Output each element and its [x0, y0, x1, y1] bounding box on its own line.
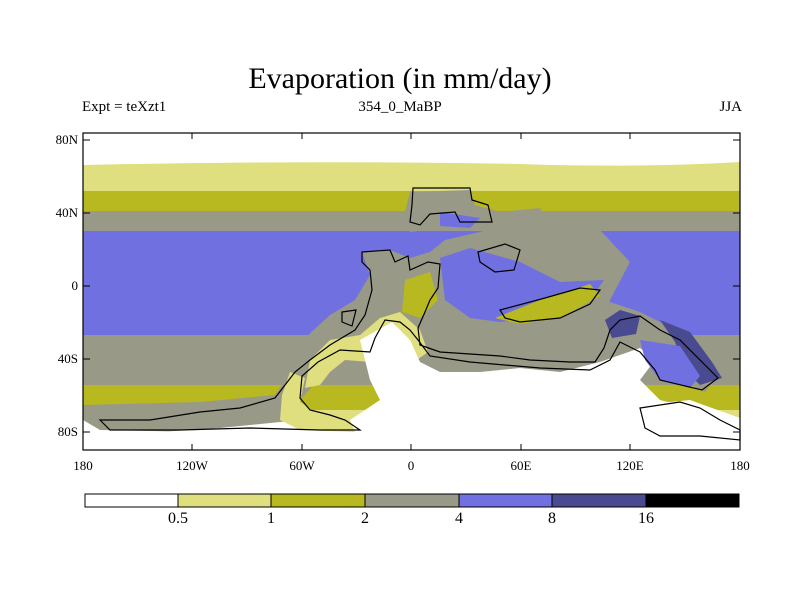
colorbar-label-8: 8 — [548, 510, 556, 527]
map-title: Evaporation (in mm/day) — [248, 62, 552, 95]
lon-label-120w: 120W — [176, 458, 208, 473]
dry-zone-white — [83, 322, 740, 450]
lat-label-40n: 40N — [55, 205, 78, 220]
lon-ticks — [191, 133, 631, 450]
period-label: 354_0_MaBP — [358, 99, 442, 115]
east-wet-dark-2 — [605, 310, 640, 338]
east-coastal-strip — [495, 284, 600, 324]
north-basin — [440, 212, 480, 228]
colorbar-bin-5 — [458, 493, 553, 508]
contour-field — [83, 133, 740, 450]
lon-label-60w: 60W — [289, 458, 315, 473]
east-wet-blue — [640, 340, 700, 388]
colorbar-bin-4 — [364, 493, 460, 508]
colorbar-bin-7 — [645, 493, 740, 508]
coast-islet — [341, 309, 357, 327]
lat-label-0: 0 — [71, 278, 79, 293]
experiment-label: Expt = teXzt1 — [82, 99, 167, 115]
coast-pangaea — [98, 249, 719, 431]
colorbar-bin-6 — [551, 493, 647, 508]
colorbar-label-1: 1 — [267, 510, 275, 527]
season-label: JJA — [719, 99, 742, 115]
colorbar-bin-1 — [84, 493, 179, 508]
colorbar-label-4: 4 — [455, 510, 463, 527]
lon-label-60e: 60E — [510, 458, 532, 473]
colorbar — [84, 493, 740, 508]
west-interior-yellow — [402, 272, 438, 318]
lon-label-180w: 180 — [73, 458, 93, 473]
lon-label-0: 0 — [407, 458, 415, 473]
southeast-dry — [640, 400, 740, 445]
lon-label-180e: 180 — [730, 458, 750, 473]
east-wet-dark — [660, 320, 722, 385]
lat-label-80n: 80N — [55, 132, 78, 147]
coast-east-highland — [477, 243, 521, 273]
colorbar-label-16: 16 — [638, 510, 654, 527]
colorbar-bin-3 — [270, 493, 366, 508]
north-wisp — [83, 162, 740, 177]
colorbar-label-2: 2 — [361, 510, 369, 527]
colorbar-bin-2 — [177, 493, 272, 508]
coast-north — [409, 187, 493, 226]
coastlines — [98, 187, 741, 441]
lat-ticks — [83, 139, 740, 433]
lat-label-80s: 80S — [57, 424, 78, 439]
lon-label-120e: 120E — [616, 458, 644, 473]
lat-label-40s: 40S — [57, 351, 78, 366]
coast-interior-basin — [499, 287, 602, 323]
colorbar-label-0-5: 0.5 — [168, 510, 188, 527]
